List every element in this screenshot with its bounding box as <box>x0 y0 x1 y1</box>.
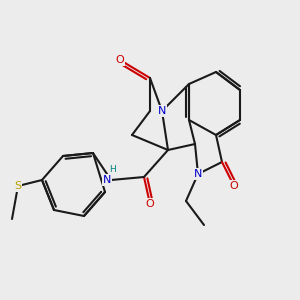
Text: O: O <box>116 55 124 65</box>
Text: N: N <box>194 169 202 179</box>
Text: N: N <box>158 106 166 116</box>
Text: O: O <box>146 199 154 209</box>
Text: H: H <box>109 165 116 174</box>
Text: O: O <box>230 181 238 191</box>
Text: N: N <box>103 175 111 185</box>
Text: S: S <box>14 181 22 191</box>
